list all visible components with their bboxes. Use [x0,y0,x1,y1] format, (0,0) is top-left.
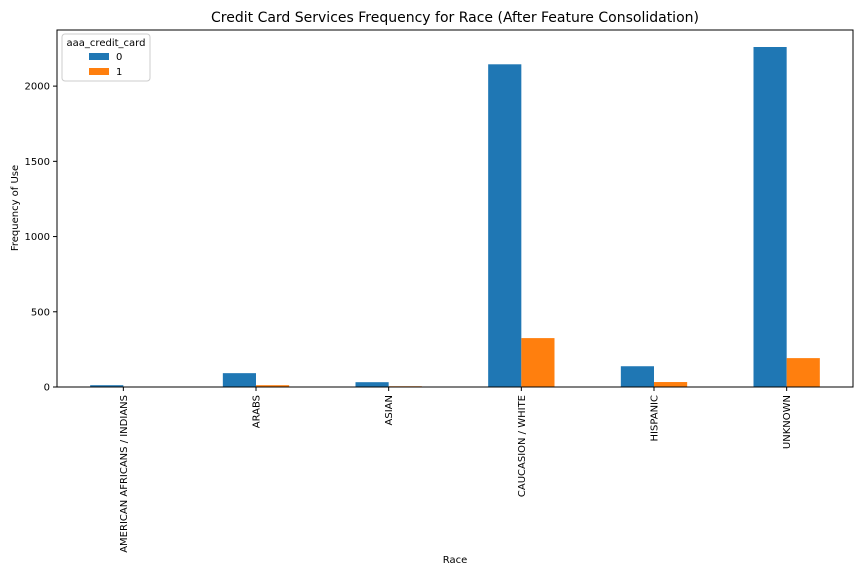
bar-series-1 [521,338,555,387]
y-tick-label: 2000 [25,82,50,93]
y-tick-label: 1000 [25,232,50,243]
y-axis-label: Frequency of Use [10,165,21,251]
bar-series-1 [654,382,688,387]
bar-series-0 [355,382,389,387]
y-tick-label: 500 [31,307,50,318]
y-tick-label: 0 [44,383,50,394]
x-tick-label: UNKNOWN [782,395,793,449]
x-tick-label: CAUCASION / WHITE [517,395,528,497]
plot-frame [56,29,854,388]
bar-series [90,47,820,387]
x-axis-label: Race [443,555,468,566]
bar-series-0 [90,385,124,387]
legend: aaa_credit_card 0 1 [61,33,151,82]
bar-series-1 [256,385,290,387]
x-tick-label: HISPANIC [650,395,661,441]
bar-series-0 [222,373,256,387]
x-tick-label: ARABS [252,395,263,428]
y-tick-label: 1500 [25,157,50,168]
x-axis: AMERICAN AFRICANS / INDIANS ARABS ASIAN CAU… [119,387,793,553]
bar-series-0 [620,366,654,387]
x-tick-label: AMERICAN AFRICANS / INDIANS [119,395,130,553]
bar-series-0 [753,47,787,387]
x-tick-label: ASIAN [384,395,395,425]
legend-label-0: 0 [116,52,122,63]
bar-series-1 [786,358,820,387]
legend-label-1: 1 [116,67,122,78]
chart-title: Credit Card Services Frequency for Race … [211,10,699,26]
y-axis: 0 500 1000 1500 2000 [25,82,57,394]
legend-title: aaa_credit_card [67,38,146,49]
legend-swatch-0 [89,53,109,60]
legend-swatch-1 [89,68,109,75]
bar-series-0 [488,64,522,387]
